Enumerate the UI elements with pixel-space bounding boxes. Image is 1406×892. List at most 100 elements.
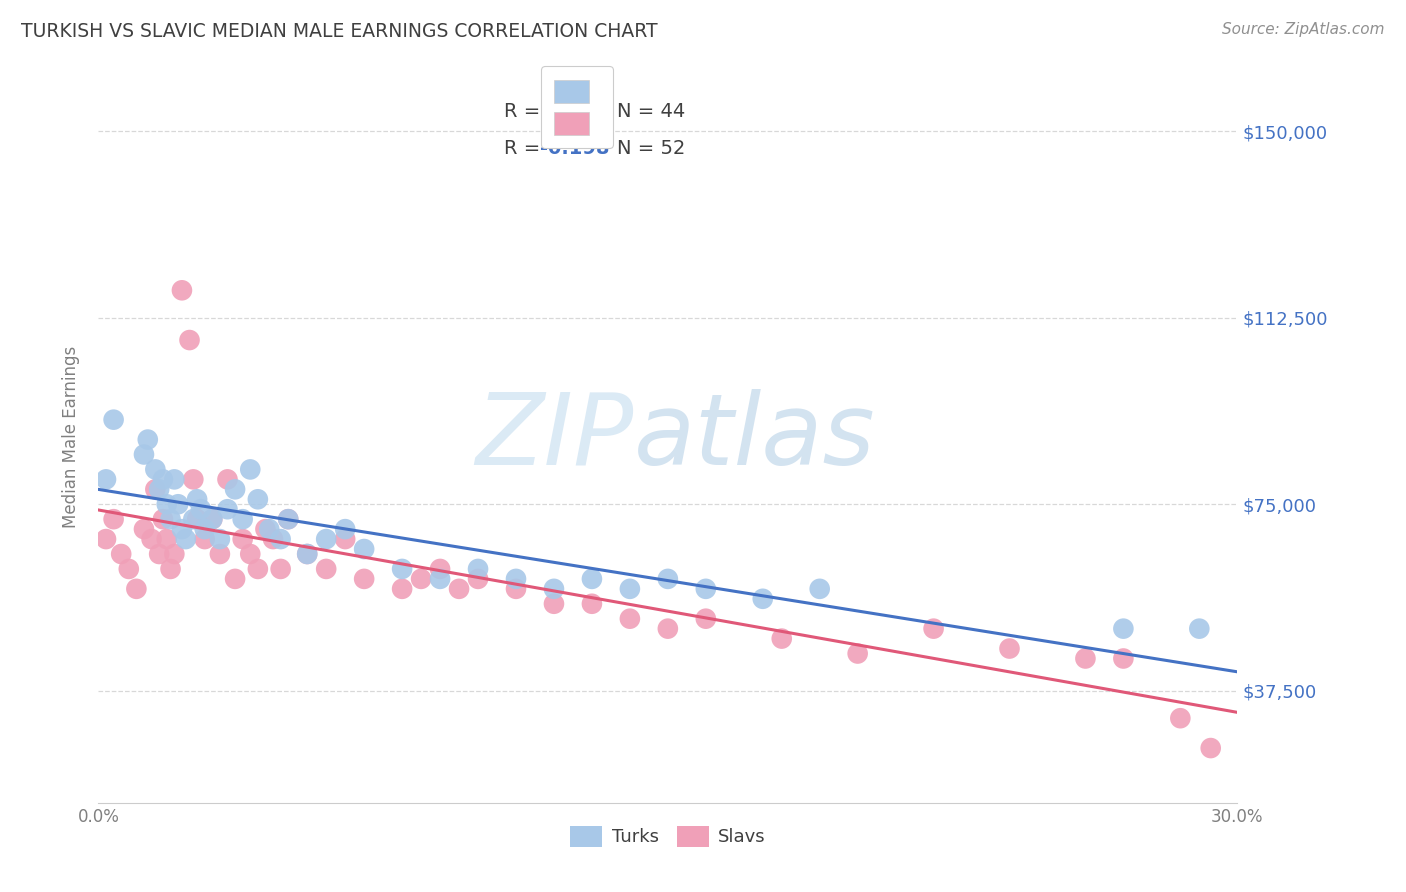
Point [132, 448, 155, 462]
Point [270, 562, 292, 576]
Point [183, 472, 205, 486]
Point [411, 572, 433, 586]
Point [315, 562, 337, 576]
Point [922, 622, 945, 636]
Point [246, 492, 269, 507]
Point [619, 612, 641, 626]
Point [1112, 651, 1135, 665]
Point [353, 542, 375, 557]
Point [156, 497, 179, 511]
Point [846, 647, 869, 661]
Point [657, 622, 679, 636]
Point [449, 582, 471, 596]
Point [170, 283, 193, 297]
Y-axis label: Median Male Earnings: Median Male Earnings [62, 346, 80, 528]
Point [194, 522, 217, 536]
Point [277, 512, 299, 526]
Point [429, 562, 451, 576]
Point [297, 547, 319, 561]
Text: ZIP: ZIP [475, 389, 634, 485]
Point [1074, 651, 1097, 665]
Text: N = 44: N = 44 [617, 102, 685, 121]
Point [505, 582, 527, 596]
Point [103, 512, 125, 526]
Point [270, 532, 292, 546]
Point [752, 591, 775, 606]
Point [94, 532, 117, 546]
Point [259, 522, 281, 536]
Point [391, 562, 413, 576]
Point [581, 597, 603, 611]
Point [94, 472, 117, 486]
Point [156, 532, 179, 546]
Point [246, 562, 269, 576]
Point [183, 512, 205, 526]
Point [174, 532, 197, 546]
Point [201, 512, 224, 526]
Point [190, 502, 212, 516]
Text: TURKISH VS SLAVIC MEDIAN MALE EARNINGS CORRELATION CHART: TURKISH VS SLAVIC MEDIAN MALE EARNINGS C… [21, 22, 658, 41]
Point [186, 512, 208, 526]
Point [217, 472, 239, 486]
Point [619, 582, 641, 596]
Text: N = 52: N = 52 [617, 138, 685, 158]
Point [159, 562, 181, 576]
Point [1188, 622, 1211, 636]
Point [148, 483, 170, 497]
Text: atlas: atlas [634, 389, 876, 485]
Point [467, 572, 489, 586]
Point [657, 572, 679, 586]
Text: R =: R = [503, 102, 547, 121]
Point [581, 572, 603, 586]
Legend: Turks, Slavs: Turks, Slavs [561, 817, 775, 856]
Point [335, 522, 357, 536]
Point [1170, 711, 1192, 725]
Point [148, 547, 170, 561]
Point [505, 572, 527, 586]
Point [239, 547, 262, 561]
Point [103, 412, 125, 426]
Point [141, 532, 163, 546]
Point [118, 562, 141, 576]
Point [224, 572, 246, 586]
Point [163, 472, 186, 486]
Point [145, 483, 167, 497]
Point [262, 532, 284, 546]
Point [110, 547, 132, 561]
Point [217, 502, 239, 516]
Text: -0.198: -0.198 [540, 138, 610, 158]
Point [277, 512, 299, 526]
Point [163, 547, 186, 561]
Point [770, 632, 793, 646]
Point [170, 522, 193, 536]
Point [808, 582, 831, 596]
Text: R =: R = [503, 138, 547, 158]
Point [201, 512, 224, 526]
Point [224, 483, 246, 497]
Point [186, 492, 208, 507]
Text: -0.294: -0.294 [540, 102, 610, 121]
Point [152, 512, 174, 526]
Point [159, 512, 181, 526]
Point [152, 472, 174, 486]
Point [254, 522, 277, 536]
Point [335, 532, 357, 546]
Point [125, 582, 148, 596]
Point [695, 612, 717, 626]
Point [136, 433, 159, 447]
Point [208, 532, 231, 546]
Text: Source: ZipAtlas.com: Source: ZipAtlas.com [1222, 22, 1385, 37]
Point [998, 641, 1021, 656]
Point [353, 572, 375, 586]
Point [194, 532, 217, 546]
Point [315, 532, 337, 546]
Point [179, 333, 201, 347]
Point [167, 497, 190, 511]
Point [1199, 741, 1222, 756]
Point [1112, 622, 1135, 636]
Point [232, 532, 254, 546]
Point [391, 582, 413, 596]
Point [145, 462, 167, 476]
Point [467, 562, 489, 576]
Point [429, 572, 451, 586]
